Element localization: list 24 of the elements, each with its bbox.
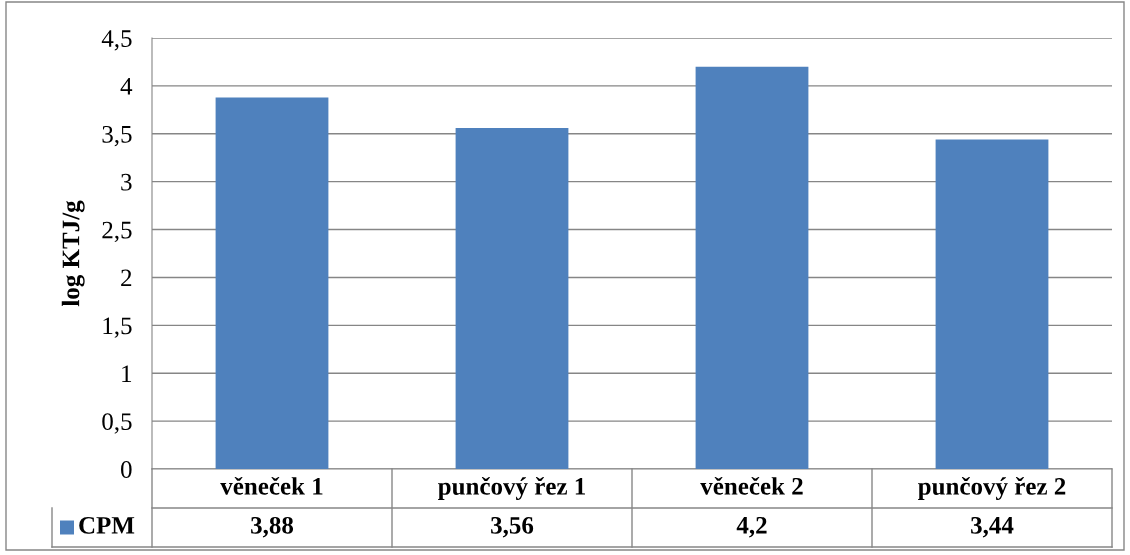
y-tick-label: 4 <box>120 78 133 95</box>
y-tick-label: 1 <box>122 365 132 382</box>
x-tick-label: punčový řez 1 <box>438 476 585 501</box>
x-tick-label: punčový řez 2 <box>918 476 1066 501</box>
bar <box>935 139 1049 469</box>
y-tick-label: 0 <box>121 461 132 478</box>
y-tick-label: 0,5 <box>102 413 132 434</box>
y-tick-label: 1,5 <box>103 317 132 338</box>
bar <box>695 66 809 469</box>
y-axis-title: log KTJ/g <box>61 200 85 307</box>
y-tick-label: 2 <box>121 269 132 287</box>
data-label: 3,44 <box>971 516 1014 538</box>
bar <box>215 97 329 469</box>
x-tick-label: věneček 1 <box>220 476 323 495</box>
y-tick-label: 3 <box>121 173 132 191</box>
data-label: 4,2 <box>736 516 767 538</box>
data-label: 3,56 <box>491 516 534 538</box>
x-tick-label: věneček 2 <box>700 476 803 495</box>
y-tick-label: 4,5 <box>101 30 132 51</box>
y-tick-label: 2,5 <box>102 221 132 243</box>
bar <box>455 128 569 469</box>
y-tick-label: 3,5 <box>102 125 132 147</box>
data-label: 3,88 <box>251 516 294 538</box>
legend-label: CPM <box>79 516 135 534</box>
